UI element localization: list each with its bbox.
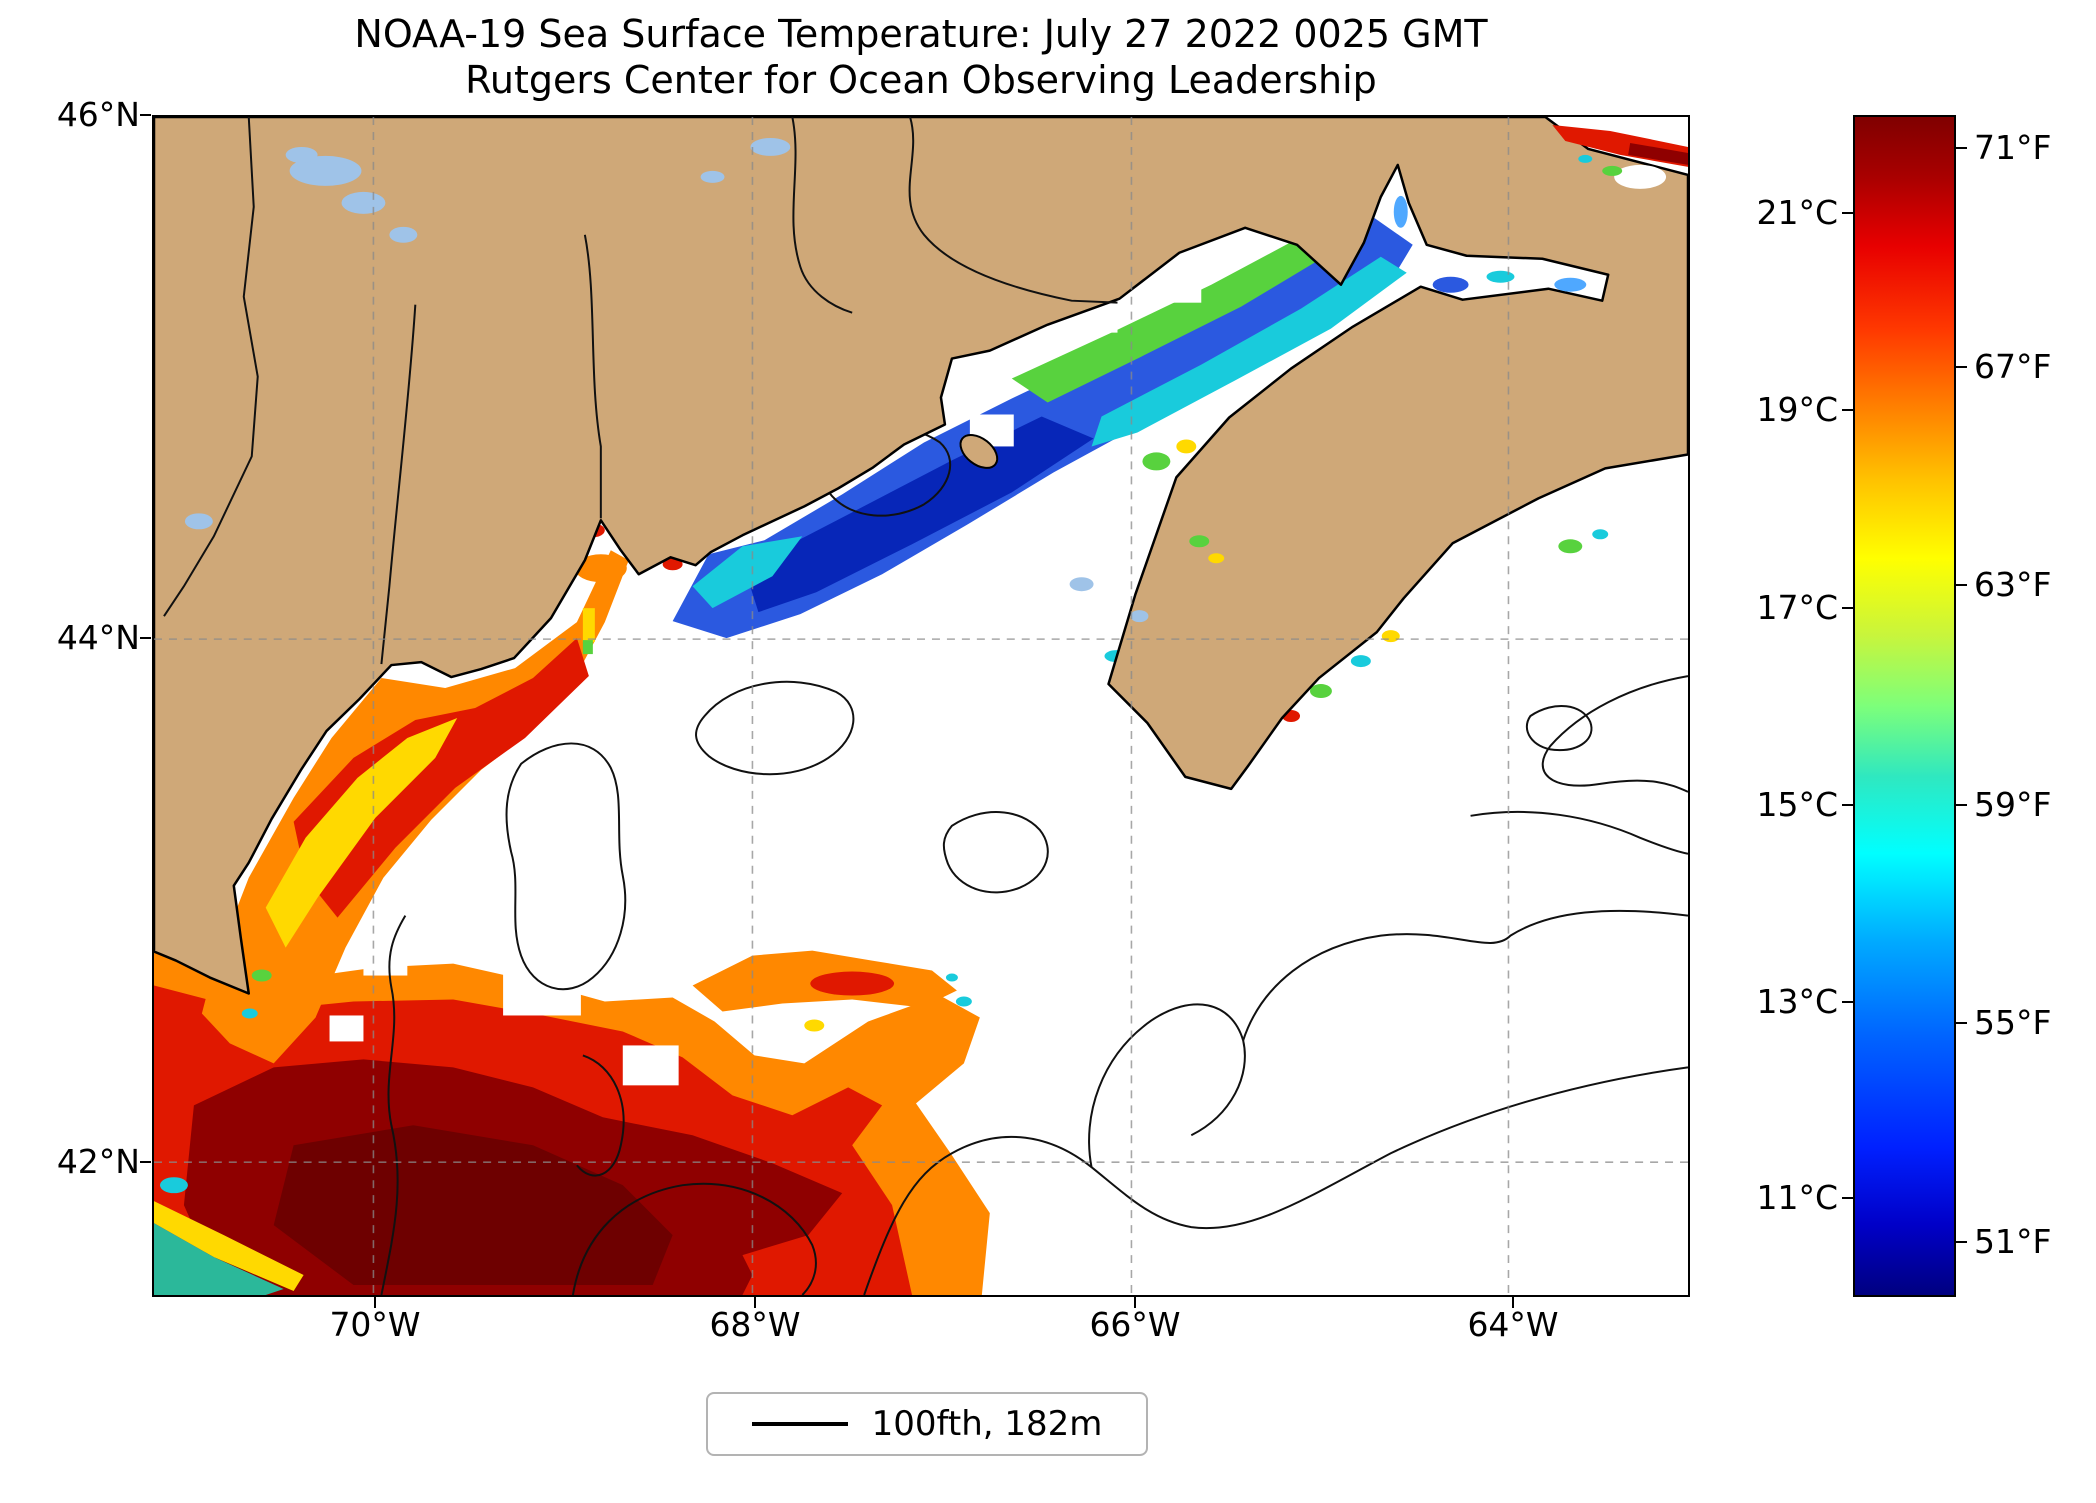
contour-browns-bank [1242,909,1688,1041]
cbar-tick-11c: 11°C [1756,1178,1838,1217]
x-tickmark [374,1297,376,1308]
cbar-tick-15c: 15°C [1756,785,1838,824]
cbar-tick-21c: 21°C [1756,193,1838,232]
cbar-tickmark [1842,1001,1853,1003]
contour-line-sample [751,1422,848,1426]
contour-scotian-shelf-2 [1470,810,1688,855]
contour-georges-basin [942,810,1049,894]
y-tickmark [140,114,151,116]
grand-manan-island [959,433,999,469]
lakes [184,137,1149,623]
contour-jordan-basin [695,680,855,776]
contour-shelf-edge [863,1066,1688,1295]
legend-label: 100fth, 182m [871,1404,1103,1444]
sst-map [152,115,1690,1297]
figure-title: NOAA-19 Sea Surface Temperature: July 27… [354,12,1488,56]
cbar-tick-63f: 63°F [1974,565,2052,604]
river-lines [163,117,1118,665]
cbar-tickmark [1956,147,1967,149]
land-region [154,117,1688,995]
xtick-70w: 70°W [329,1305,421,1344]
sst-warm-region-coastal-maine [201,523,710,1064]
river-st-john [908,117,1118,304]
sst-map-svg [154,117,1688,1295]
post-land-layer [1189,124,1688,564]
y-tickmark [140,637,151,639]
river-penobscot [583,234,602,519]
y-tickmark [140,1161,151,1163]
land-layer [154,117,1688,995]
cbar-tick-67f: 67°F [1974,347,2052,386]
cbar-tick-13c: 13°C [1756,982,1838,1021]
sst-cool-region-fundy [672,216,1413,639]
cbar-tickmark [1956,804,1967,806]
figure-subtitle: Rutgers Center for Ocean Observing Leade… [465,58,1377,102]
cbar-tickmark [1842,212,1853,214]
contour-small [576,1054,625,1177]
cbar-tick-59f: 59°F [1974,785,2052,824]
xtick-68w: 68°W [709,1305,801,1344]
river-kennebec [380,304,417,665]
contour-wilkinson-basin [505,742,627,991]
sst-data-layer [154,216,1609,1295]
cbar-tick-51f: 51°F [1974,1222,2052,1261]
contour-scotian-loop [1525,704,1593,752]
cbar-tick-19c: 19°C [1756,390,1838,429]
river-st-croix [791,117,853,314]
cbar-tickmark [1842,607,1853,609]
cbar-tick-55f: 55°F [1974,1003,2052,1042]
cbar-tick-17c: 17°C [1756,588,1838,627]
xtick-66w: 66°W [1089,1305,1181,1344]
contour-great-south-channel [380,915,407,1295]
cbar-tickmark [1956,584,1967,586]
ytick-44n: 44°N [56,618,140,657]
contour-georges-bank [571,1182,817,1295]
contour-northeast-channel [1088,1003,1246,1168]
sst-warm-region-south [154,937,990,1295]
cbar-tickmark [1842,409,1853,411]
legend-box: 100fth, 182m [706,1392,1148,1456]
ytick-46n: 46°N [56,95,140,134]
ytick-42n: 42°N [56,1142,140,1181]
cbar-tickmark [1956,1241,1967,1243]
cbar-tickmark [1842,804,1853,806]
xtick-64w: 64°W [1467,1305,1559,1344]
x-tickmark [754,1297,756,1308]
contour-scotian-shelf-1 [1541,675,1688,793]
cbar-tickmark [1956,366,1967,368]
border-line [163,117,259,617]
cbar-tick-71f: 71°F [1974,128,2052,167]
x-tickmark [1134,1297,1136,1308]
sst-streak-top-right [1552,124,1688,189]
cbar-tickmark [1842,1197,1853,1199]
gridlines [154,117,1688,1295]
colorbar [1853,115,1956,1297]
x-tickmark [1512,1297,1514,1308]
cbar-tickmark [1956,1022,1967,1024]
